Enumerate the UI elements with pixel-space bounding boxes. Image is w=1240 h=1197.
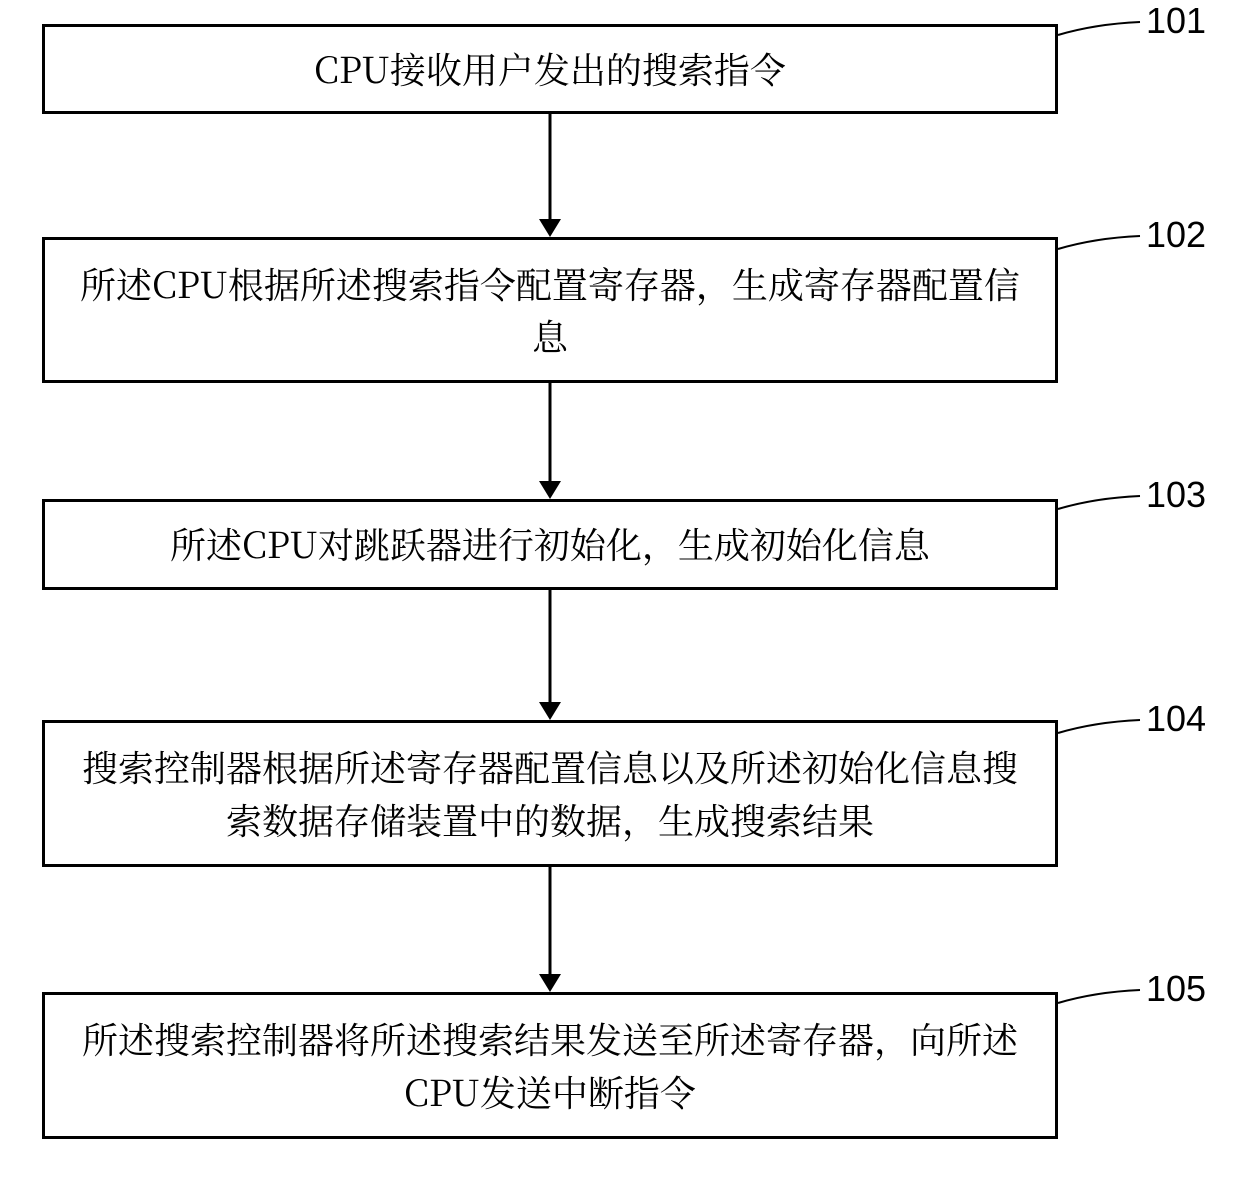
arrow-4-5 <box>0 0 1240 1197</box>
flowchart-canvas: CPU接收用户发出的搜索指令 所述CPU根据所述搜索指令配置寄存器，生成寄存器配… <box>0 0 1240 1197</box>
